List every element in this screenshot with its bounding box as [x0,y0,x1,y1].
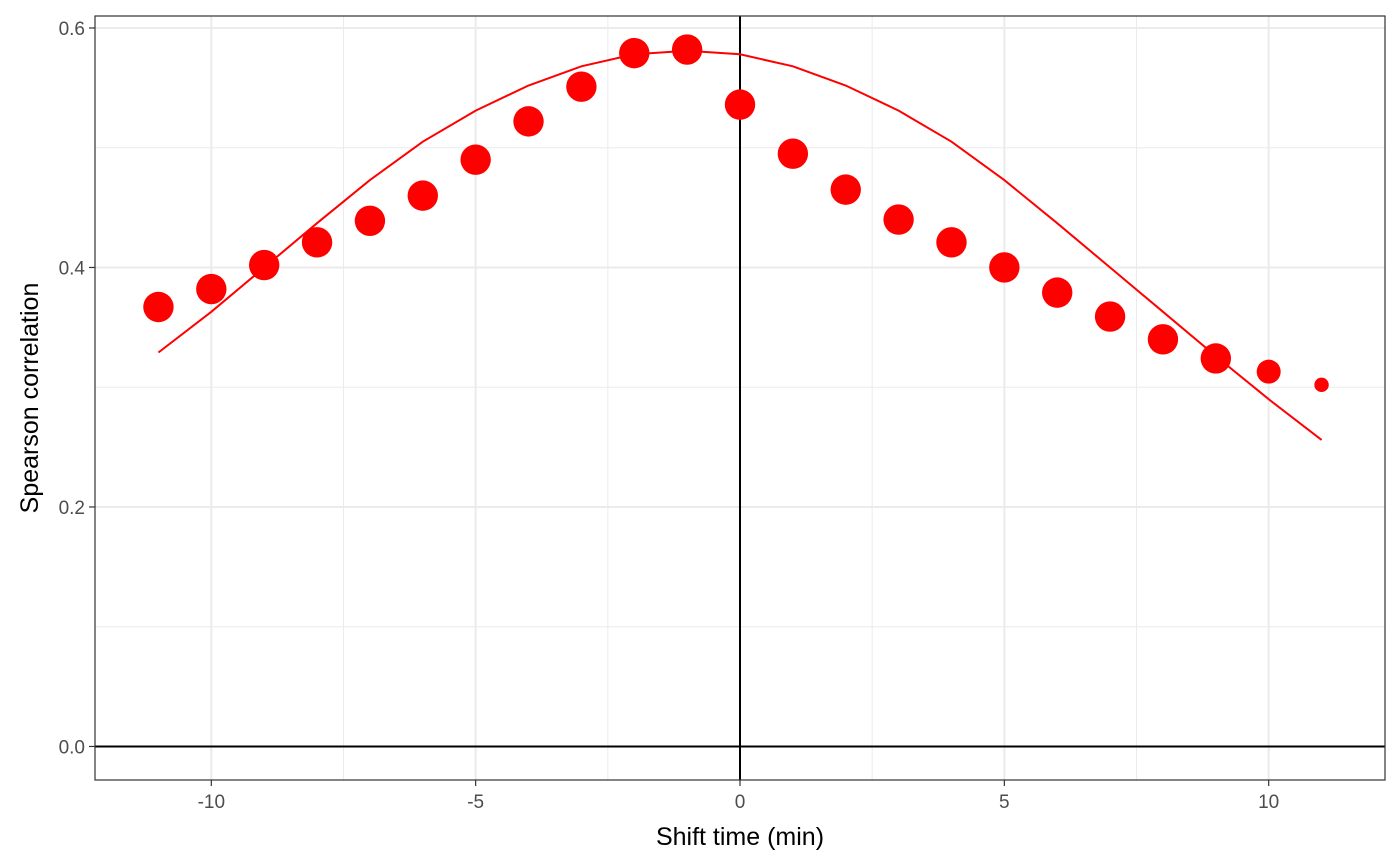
data-point [566,71,597,102]
data-point [407,180,438,211]
axes: -10 -5 0 5 10 0.0 0.2 0.4 0.6 [59,19,1280,813]
data-point [830,174,861,205]
x-tick-label: 5 [999,792,1010,813]
data-point [619,37,650,69]
data-point [1147,324,1179,355]
x-axis-label: Shift time (min) [656,823,824,851]
data-point [1094,301,1126,332]
x-tick-label: -5 [467,792,484,813]
data-point [301,227,333,258]
data-point [196,273,227,305]
data-point [936,227,967,258]
y-axis-label: Spearson correlation [16,283,44,514]
data-point [671,34,703,65]
data-point [724,89,756,120]
fitted-curve [157,49,1323,441]
y-tick-label: 0.2 [59,498,85,519]
reference-lines [95,16,1385,780]
data-point [143,291,174,323]
data-point [989,252,1020,283]
x-tick-label: 10 [1258,792,1279,813]
data-layer [143,34,1329,441]
x-tick-label: -10 [198,792,225,813]
data-point [513,106,544,137]
data-point [1314,377,1329,393]
x-tick-label: 0 [735,792,746,813]
data-point [1256,359,1281,384]
y-tick-label: 0.0 [59,737,85,758]
data-point [777,138,809,169]
data-point [1200,343,1232,374]
data-point [354,205,386,236]
data-point [883,204,914,235]
y-tick-label: 0.4 [59,258,86,279]
data-point [460,144,491,175]
y-tick-label: 0.6 [59,19,85,40]
data-point [1042,277,1073,308]
data-point [248,249,280,281]
